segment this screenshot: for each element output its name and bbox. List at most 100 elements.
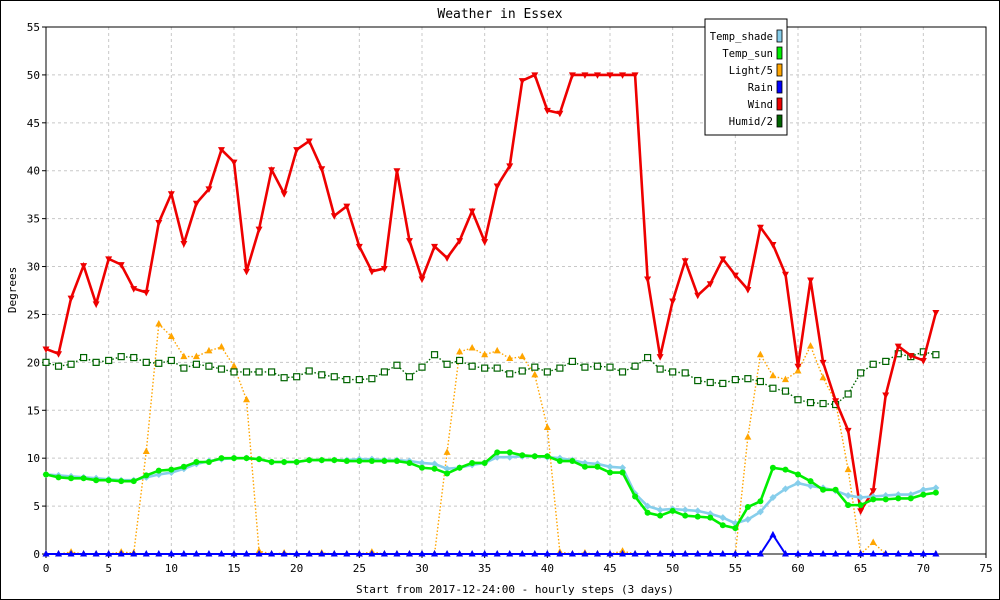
data-point bbox=[192, 352, 200, 360]
data-point bbox=[781, 485, 789, 493]
data-point bbox=[217, 550, 225, 557]
x-axis-title: Start from 2017-12-24:00 - hourly steps … bbox=[356, 583, 674, 596]
data-point bbox=[481, 364, 489, 372]
data-point bbox=[305, 550, 313, 557]
data-point bbox=[706, 378, 714, 387]
data-point bbox=[393, 361, 401, 369]
data-point bbox=[844, 427, 852, 435]
data-point bbox=[543, 550, 551, 557]
data-point bbox=[644, 509, 651, 516]
data-point bbox=[443, 465, 451, 473]
data-point bbox=[293, 147, 301, 154]
data-point bbox=[180, 352, 188, 360]
data-point bbox=[230, 159, 238, 167]
data-point bbox=[368, 268, 376, 276]
data-point bbox=[481, 459, 488, 466]
data-point bbox=[618, 368, 627, 376]
data-point bbox=[230, 362, 238, 369]
data-point bbox=[581, 363, 589, 371]
x-tick-label: 60 bbox=[791, 562, 804, 575]
legend-swatch bbox=[776, 114, 783, 128]
data-point bbox=[281, 459, 288, 466]
data-point bbox=[243, 268, 251, 276]
data-point bbox=[631, 362, 639, 370]
data-point bbox=[819, 399, 827, 408]
data-point bbox=[318, 166, 326, 173]
data-point bbox=[79, 353, 88, 362]
x-tick-label: 75 bbox=[979, 562, 992, 575]
data-point bbox=[756, 350, 764, 358]
data-point bbox=[631, 72, 639, 79]
data-point bbox=[431, 243, 439, 251]
data-point bbox=[581, 463, 588, 470]
x-tick-label: 40 bbox=[541, 562, 554, 575]
data-point bbox=[506, 370, 514, 378]
x-tick-label: 20 bbox=[290, 562, 303, 575]
data-point bbox=[368, 458, 375, 465]
data-point bbox=[669, 550, 677, 557]
data-point bbox=[569, 458, 576, 465]
data-point bbox=[669, 507, 676, 514]
data-point bbox=[518, 352, 526, 360]
data-point bbox=[105, 356, 113, 365]
data-point bbox=[631, 550, 639, 557]
data-point bbox=[481, 350, 489, 358]
data-point bbox=[180, 550, 188, 557]
data-point bbox=[330, 373, 338, 381]
data-point bbox=[118, 478, 125, 485]
legend-label: Wind bbox=[748, 99, 773, 111]
series-line-light-5 bbox=[46, 322, 936, 556]
data-point bbox=[356, 458, 363, 465]
data-point bbox=[155, 359, 163, 367]
data-point bbox=[732, 525, 739, 532]
legend-label: Temp_sun bbox=[722, 48, 773, 60]
data-point bbox=[556, 364, 564, 372]
data-point bbox=[205, 362, 213, 370]
data-point bbox=[192, 550, 200, 557]
data-point bbox=[794, 550, 802, 557]
data-point bbox=[832, 486, 839, 493]
data-point bbox=[68, 475, 75, 482]
data-point bbox=[643, 353, 652, 362]
legend-box bbox=[704, 18, 788, 136]
data-point bbox=[330, 213, 338, 220]
data-point bbox=[430, 351, 439, 359]
data-point bbox=[506, 550, 514, 557]
data-point bbox=[531, 550, 539, 557]
data-point bbox=[882, 392, 890, 399]
data-point bbox=[794, 366, 802, 374]
data-point bbox=[656, 550, 664, 557]
data-point bbox=[794, 363, 802, 371]
data-point bbox=[932, 310, 940, 317]
data-point bbox=[155, 550, 163, 557]
data-point bbox=[744, 433, 752, 440]
data-point bbox=[468, 550, 476, 557]
data-point bbox=[920, 491, 927, 498]
data-point bbox=[707, 514, 714, 521]
data-point bbox=[180, 463, 187, 470]
data-point bbox=[744, 287, 752, 294]
data-point bbox=[531, 453, 538, 460]
data-point bbox=[256, 456, 263, 463]
data-point bbox=[606, 463, 614, 471]
data-point bbox=[769, 493, 777, 501]
series-line-wind bbox=[45, 73, 938, 515]
data-point bbox=[857, 550, 865, 557]
data-point bbox=[644, 550, 652, 557]
data-point bbox=[894, 550, 902, 557]
x-tick-label: 55 bbox=[729, 562, 742, 575]
data-point bbox=[606, 363, 614, 371]
data-point bbox=[280, 550, 288, 557]
data-point bbox=[844, 465, 852, 473]
data-point bbox=[882, 496, 889, 503]
data-point bbox=[593, 550, 601, 557]
data-point bbox=[907, 495, 914, 502]
data-point bbox=[518, 367, 526, 375]
data-point bbox=[844, 550, 852, 557]
legend-label: Light/5 bbox=[729, 65, 773, 77]
data-point bbox=[481, 239, 489, 246]
data-point bbox=[506, 354, 514, 362]
y-tick-label: 55 bbox=[27, 21, 40, 34]
data-point bbox=[819, 359, 827, 367]
data-point bbox=[506, 163, 514, 170]
